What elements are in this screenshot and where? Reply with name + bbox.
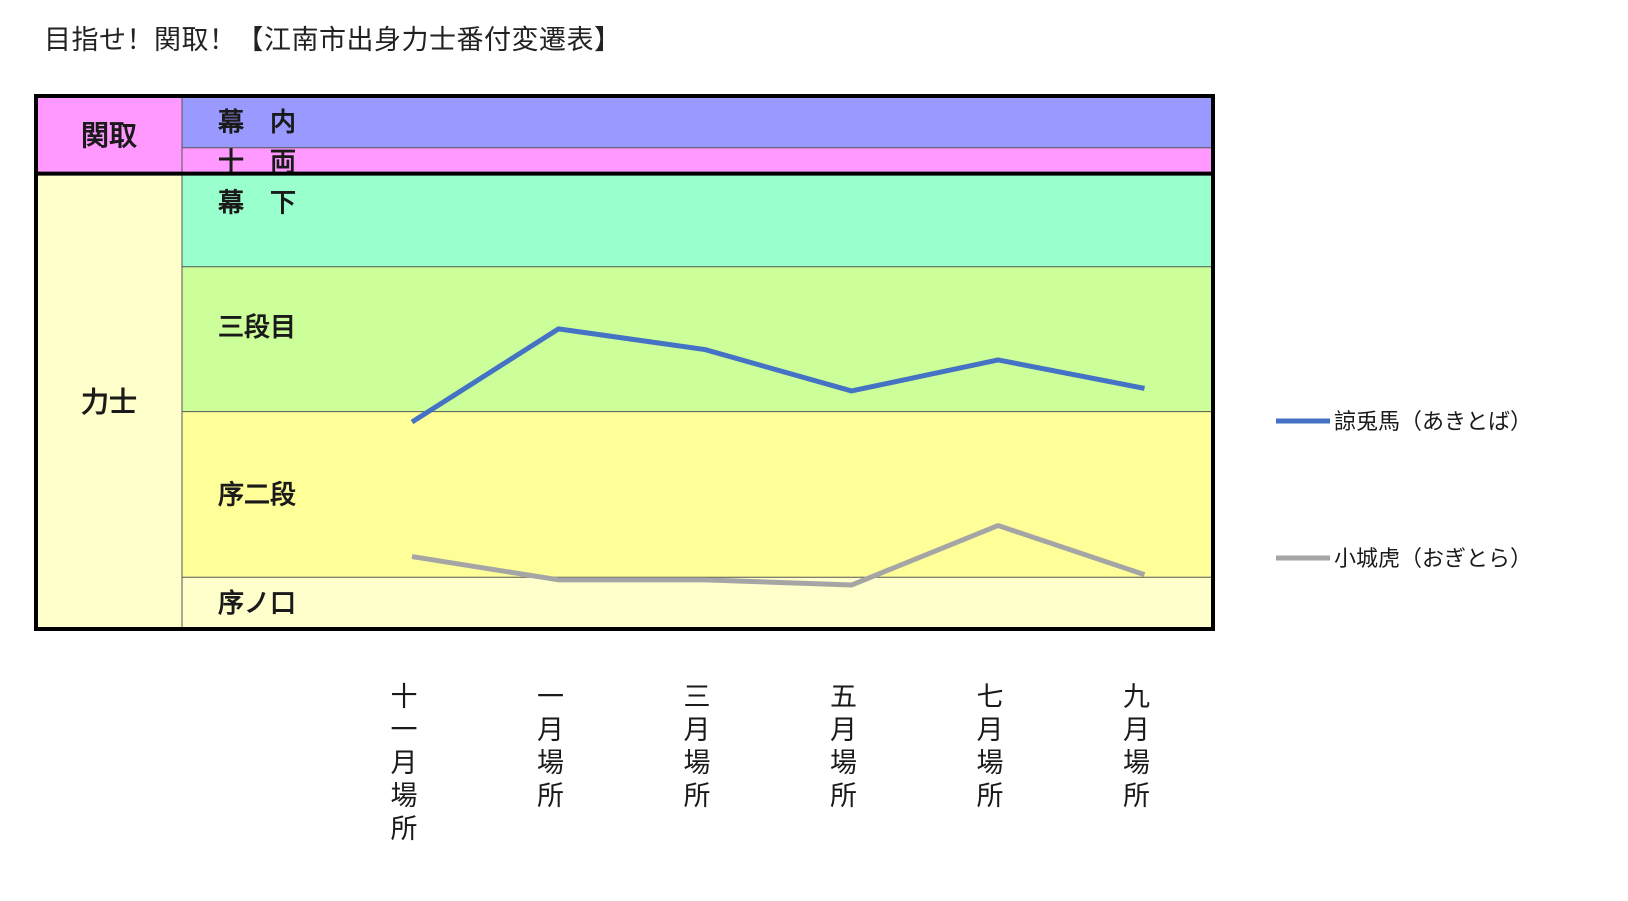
x-tick-char: 一: [537, 682, 564, 713]
x-tick-char: 三: [684, 682, 711, 713]
band-3: [182, 266, 1213, 412]
series-lines: [410, 326, 1146, 588]
x-tick-char: 九: [1123, 682, 1150, 713]
band-label: 幕 下: [217, 189, 296, 219]
series-line-0: [410, 326, 1145, 425]
group-label: 関取: [81, 119, 137, 152]
x-tick-char: 場: [1123, 748, 1150, 779]
x-tick-char: 所: [537, 781, 564, 812]
x-tick-char: 所: [1123, 781, 1150, 812]
legend-entry-1: 小城虎（おぎとら）: [1334, 547, 1532, 572]
x-tick-char: 場: [977, 748, 1004, 779]
chart-frame: [34, 94, 1215, 631]
x-tick-char: 五: [830, 682, 857, 713]
x-tick-char: 場: [684, 748, 711, 779]
legend: 諒兎馬（あきとば） 小城虎（おぎとら）: [1276, 410, 1532, 572]
x-tick-char: 所: [684, 781, 711, 812]
group-cell-1: [36, 173, 182, 630]
x-tick-char: 場: [537, 748, 564, 779]
x-tick-char: 七: [977, 682, 1004, 713]
band-2: [182, 173, 1213, 267]
page-title: 目指せ！関取！【江南市出身力士番付変遷表】: [44, 25, 622, 56]
band-1: [182, 147, 1213, 174]
band-5: [182, 577, 1213, 629]
legend-entry-0: 諒兎馬（あきとば）: [1334, 410, 1532, 435]
series-line-1: [411, 523, 1146, 588]
x-tick-char: 月: [537, 715, 564, 746]
x-tick-char: 場: [391, 781, 418, 812]
x-tick-char: 所: [391, 814, 418, 845]
x-tick-char: 月: [1123, 715, 1150, 746]
band-label: 幕 内: [217, 108, 296, 138]
x-tick-char: 一: [391, 715, 418, 746]
band-label: 序ノ口: [218, 588, 296, 619]
band-label: 三段目: [218, 312, 296, 343]
band-4: [182, 411, 1213, 578]
band-label: 序二段: [218, 479, 296, 510]
x-tick-char: 月: [830, 715, 857, 746]
x-tick-char: 場: [830, 748, 857, 779]
x-tick-char: 月: [977, 715, 1004, 746]
x-tick-char: 十: [391, 682, 418, 713]
x-tick-char: 所: [977, 781, 1004, 812]
outer-frame: [34, 94, 1215, 631]
x-tick-char: 月: [684, 715, 711, 746]
group-label: 力士: [81, 385, 137, 418]
group-cell-0: [36, 96, 182, 174]
band-0: [182, 96, 1213, 148]
x-tick-char: 月: [391, 748, 418, 779]
x-tick-char: 所: [830, 781, 857, 812]
